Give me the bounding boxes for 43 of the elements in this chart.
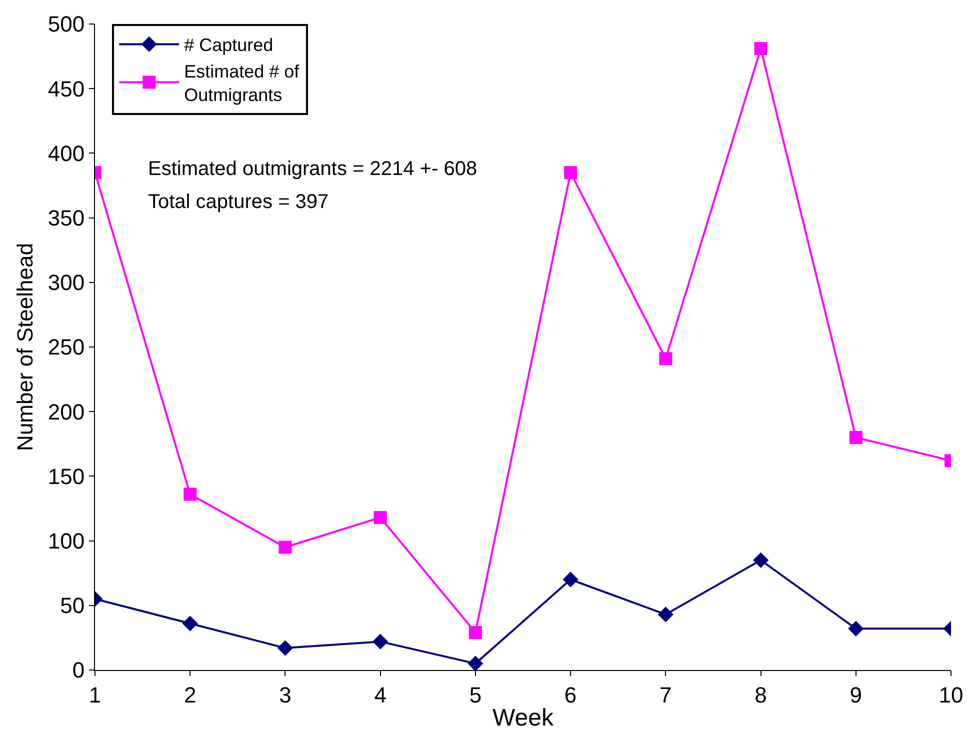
point [468, 656, 484, 670]
point [659, 352, 672, 366]
x-tick-label: 7 [660, 682, 672, 708]
x-tick-label: 10 [938, 682, 964, 708]
y-tick-label: 50 [60, 593, 85, 618]
y-axis-title: Number of Steelhead [12, 243, 38, 451]
point [182, 616, 198, 632]
y-tick-label: 100 [48, 528, 85, 554]
point [277, 640, 294, 656]
point [658, 606, 674, 622]
point [752, 552, 769, 568]
point [562, 572, 578, 588]
point [849, 430, 862, 444]
x-tick-label: 5 [469, 682, 482, 708]
x-tick-label: 2 [184, 682, 196, 708]
x-tick-label: 4 [374, 682, 386, 708]
y-tick-label: 250 [48, 334, 85, 360]
point [564, 166, 578, 180]
x-tick-label: 1 [88, 682, 102, 708]
y-tick-label: 450 [48, 76, 85, 102]
point [754, 42, 768, 56]
x-tick-label: 3 [279, 682, 292, 708]
y-tick-label: 300 [48, 270, 85, 296]
point [374, 511, 387, 524]
y-tick-label: 500 [48, 12, 85, 37]
legend-label: Estimated # of Outmigrants [184, 62, 300, 106]
x-tick-label: 9 [850, 682, 862, 708]
y-tick-label: 150 [48, 464, 85, 489]
point [184, 488, 197, 501]
point [278, 540, 292, 554]
x-axis-title: Week [492, 704, 554, 732]
legend-label: # Captured [184, 35, 274, 56]
annotation: Estimated outmigrants = 2214 +- 608 [148, 158, 478, 180]
x-tick-label: 8 [754, 682, 767, 708]
y-tick-label: 400 [48, 140, 85, 166]
point [848, 620, 864, 636]
point [372, 634, 388, 650]
x-tick-label: 6 [564, 682, 577, 708]
y-tick-label: 0 [72, 658, 85, 683]
annotation: Total captures = 397 [148, 191, 329, 213]
y-tick-label: 200 [48, 399, 85, 424]
y-tick-label: 350 [48, 206, 85, 230]
point [468, 626, 482, 640]
